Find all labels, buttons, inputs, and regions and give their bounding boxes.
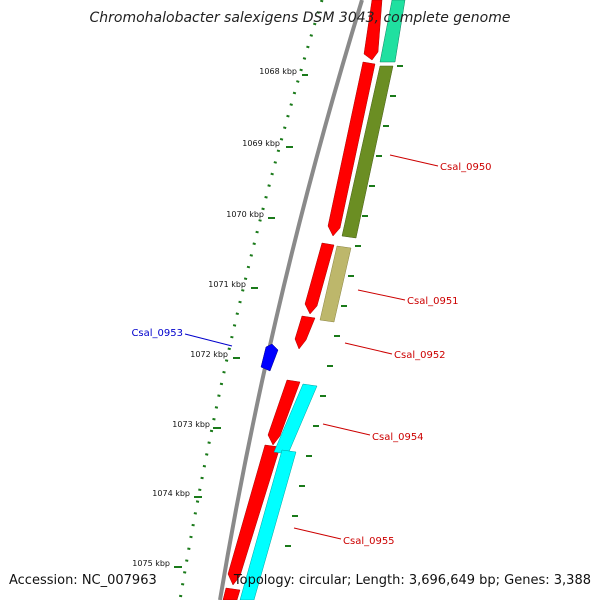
leader-line-csal0951 [357, 289, 406, 301]
genome-stats-text: Topology: circular; Length: 3,696,649 bp… [233, 573, 591, 588]
cog-feature-csal0955-cyan [239, 449, 297, 600]
cog-feature-top-teal [379, 0, 406, 63]
cds-feature-bottom [222, 587, 241, 600]
gene-label-csal0953[interactable]: Csal_0953 [131, 328, 183, 339]
cds-feature-csal0952 [294, 315, 316, 350]
accession-text: Accession: NC_007963 [9, 573, 157, 588]
cds-feature-top [363, 0, 383, 61]
gene-label-csal0954[interactable]: Csal_0954 [372, 432, 424, 443]
cog-feature-csal0950-olive [341, 65, 394, 239]
leader-line-csal0955 [293, 527, 342, 540]
gene-label-csal0950[interactable]: Csal_0950 [440, 162, 492, 173]
tick-marks [174, 74, 308, 568]
cog-tick-marks [285, 65, 403, 547]
map-title: Chromohalobacter salexigens DSM 3043, co… [89, 10, 511, 26]
leader-line-csal0953 [184, 333, 233, 347]
tick-label-1068: 1068 kbp [259, 67, 297, 76]
leader-line-csal0954 [322, 423, 371, 436]
tick-label-1071: 1071 kbp [208, 280, 246, 289]
tick-label-1070: 1070 kbp [226, 210, 264, 219]
tick-label-1069: 1069 kbp [242, 139, 280, 148]
cds-feature-csal0953 [260, 343, 279, 372]
genome-backbone [218, 0, 364, 600]
tick-label-1072: 1072 kbp [190, 350, 228, 359]
cog-feature-csal0951-khaki [319, 245, 352, 323]
tick-label-1074: 1074 kbp [152, 489, 190, 498]
cds-feature-csal0950 [327, 61, 376, 237]
leader-line-csal0950 [389, 154, 439, 167]
gene-label-csal0955[interactable]: Csal_0955 [343, 536, 395, 547]
cds-feature-csal0951 [304, 242, 335, 315]
tick-label-1075: 1075 kbp [132, 559, 170, 568]
tick-label-1073: 1073 kbp [172, 420, 210, 429]
leader-line-csal0952 [344, 342, 393, 355]
gene-label-csal0952[interactable]: Csal_0952 [394, 350, 446, 361]
cds-feature-csal0954 [267, 379, 301, 446]
gene-label-csal0951[interactable]: Csal_0951 [407, 296, 459, 307]
